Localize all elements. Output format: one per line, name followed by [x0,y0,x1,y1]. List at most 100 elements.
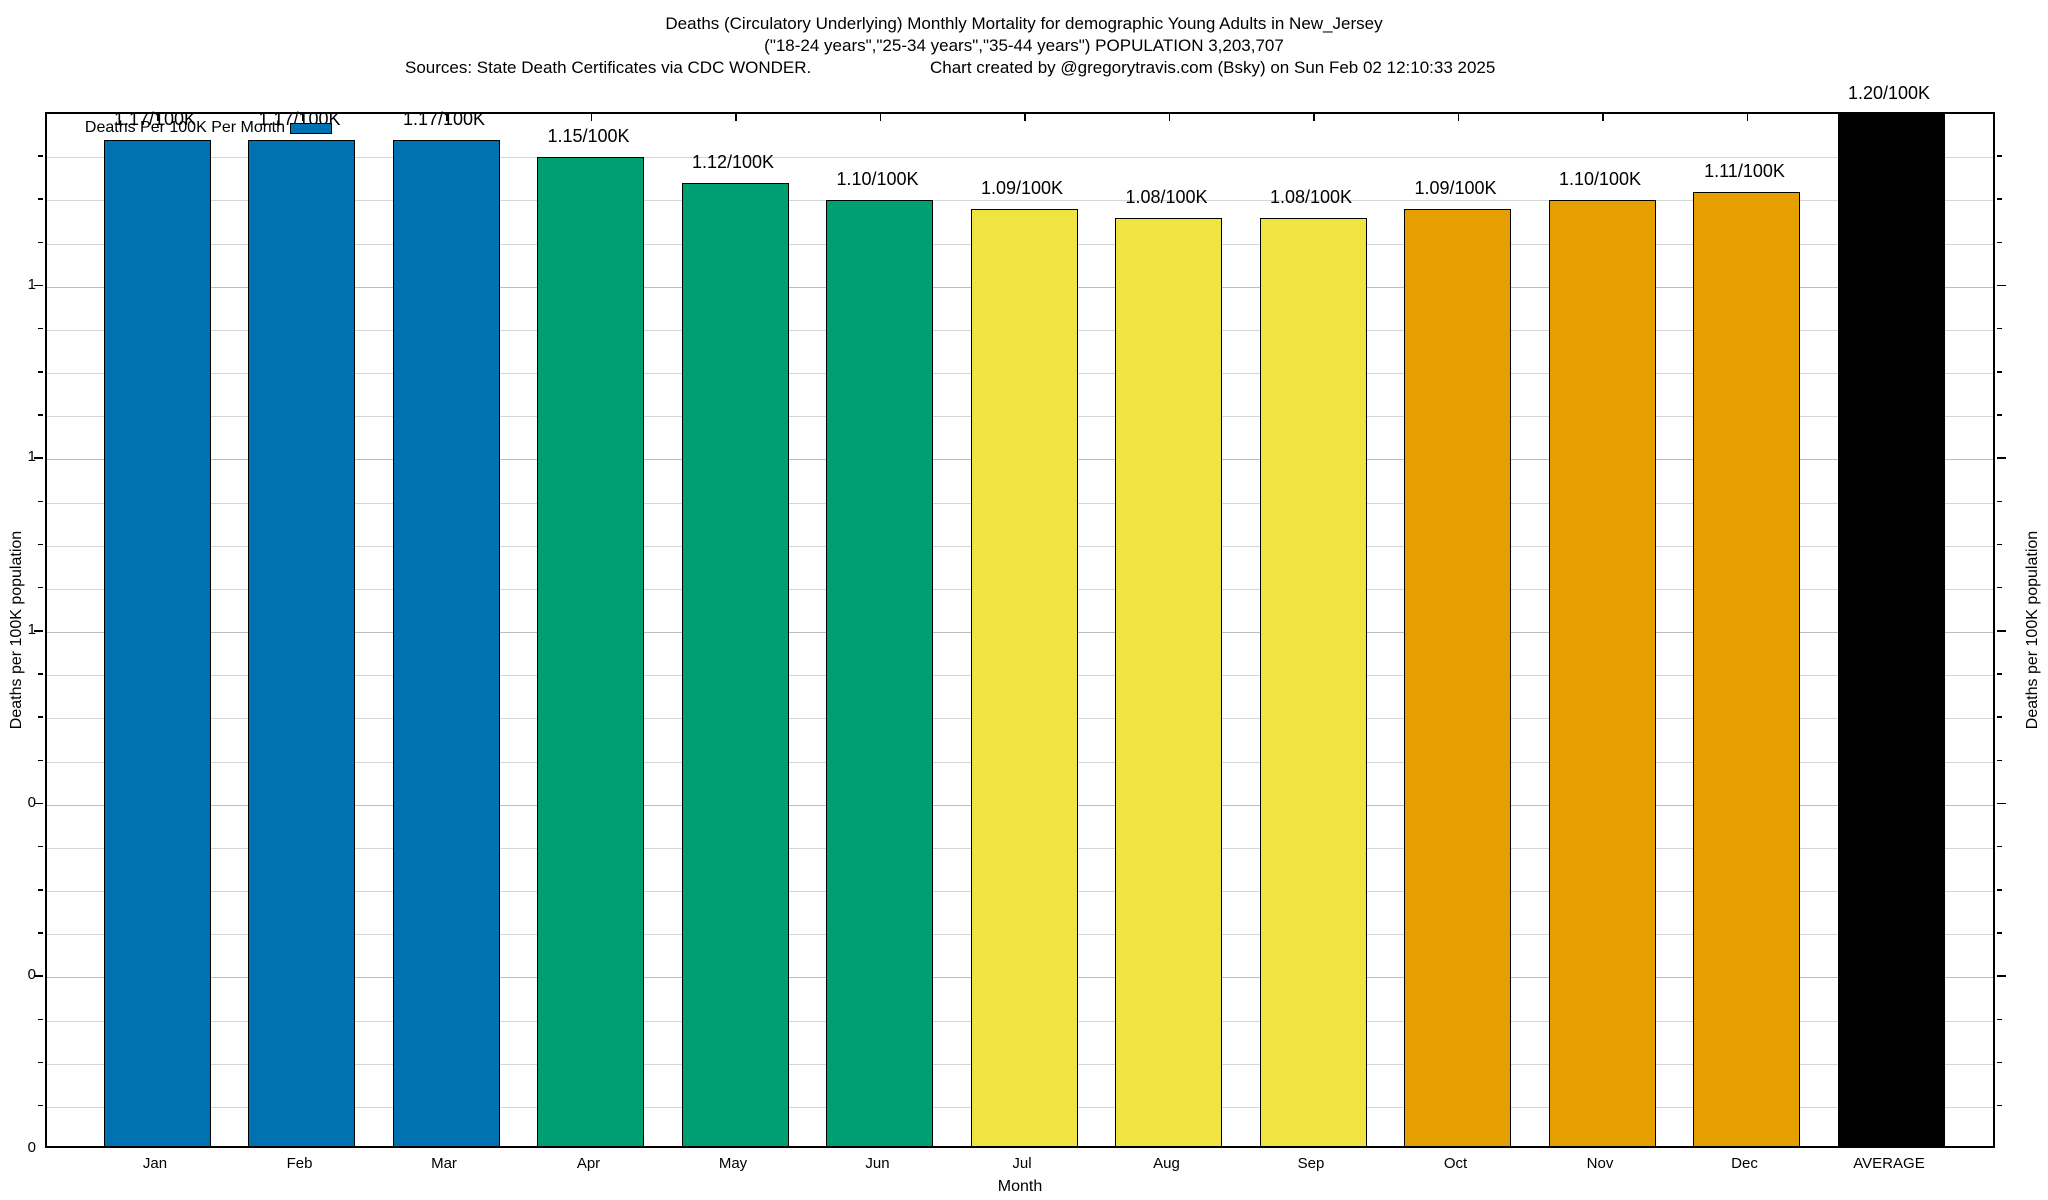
y-tick-mark [1997,845,2002,848]
y-tick-mark [1997,457,2006,459]
bar-value-label: 1.09/100K [1414,178,1497,198]
y-tick-mark [1997,673,2002,675]
y-tick-mark [38,716,43,718]
bar-value-label: 1.08/100K [1125,186,1208,207]
y-tick-mark [1997,371,2002,373]
y-tick-mark [38,1104,43,1107]
y-tick-mark [38,414,43,416]
y-tick-mark [38,500,43,502]
y-tick-mark [34,284,43,287]
x-tick-label: May [718,1155,748,1172]
y-tick-label: 0 [27,1139,36,1156]
x-tick-label: Apr [576,1155,601,1172]
legend-label: Deaths Per 100K Per Month [84,119,285,136]
bar-value-label: 1.17/100K [113,108,197,129]
x-tick-mark-top [1746,114,1748,121]
bar-value-label: 1.08/100K [1269,186,1353,207]
y-tick-mark [34,975,43,977]
y-axis-label-left: Deaths per 100K population [8,530,25,730]
x-tick-mark-top [1457,114,1459,121]
y-tick-mark [1997,630,2006,632]
y-tick-mark [1997,586,2002,589]
x-tick-label: Aug [1153,1155,1180,1172]
y-tick-label: 0 [27,793,36,811]
x-tick-label: Jan [142,1155,168,1172]
bar-dec [1693,191,1800,1146]
bar-value-label: 1.12/100K [691,152,775,173]
bar-feb [248,139,355,1146]
bar-value-label: 1.11/100K [1704,160,1785,181]
y-tick-label: 1 [27,448,36,466]
y-tick-mark [38,198,43,200]
y-tick-mark [1997,198,2002,200]
x-tick-mark-top [1313,114,1315,121]
y-tick-mark [1997,1018,2002,1020]
x-tick-mark-top [1168,114,1170,121]
bar-apr [537,157,644,1146]
bar-jun [826,200,933,1146]
y-tick-mark [1997,284,2006,287]
chart-title-line2: ("18-24 years","25-34 years","35-44 year… [764,36,1284,55]
bar-value-label: 1.10/100K [836,169,919,190]
y-tick-mark [38,543,43,546]
bar-average [1837,114,1945,1146]
x-tick-label: AVERAGE [1853,1155,1925,1172]
x-tick-mark-top [1602,114,1604,121]
y-tick-mark [1997,975,2006,977]
bar-aug [1115,217,1222,1146]
bar-sep [1259,217,1367,1146]
x-tick-label: Dec [1731,1155,1758,1172]
y-tick-mark [34,802,43,805]
y-tick-mark [38,327,43,330]
legend-swatch-icon [290,123,332,134]
y-tick-mark [1997,1104,2002,1107]
y-tick-mark [38,586,43,589]
plot-canvas [47,114,1993,1146]
y-tick-mark [1997,327,2002,330]
x-tick-label: Jul [1012,1155,1032,1172]
bar-nov [1548,200,1656,1146]
credit-note: Chart created by @gregorytravis.com (Bsk… [930,58,1496,77]
minor-gridline [47,157,1993,159]
x-axis-label: Month [997,1178,1043,1195]
y-tick-label: 0 [27,966,36,984]
y-tick-mark [38,889,43,891]
y-tick-mark [34,630,43,632]
bar-jul [970,209,1078,1146]
y-tick-mark [38,759,43,761]
bar-value-label: 1.17/100K [402,108,486,129]
y-tick-mark [38,932,43,934]
x-tick-label: Mar [431,1155,457,1172]
x-tick-mark-top [157,114,159,121]
y-tick-mark [1997,759,2002,761]
y-tick-mark [34,457,43,459]
x-tick-mark-top [1024,114,1026,121]
x-tick-mark-top [1891,114,1893,121]
x-tick-mark-top [446,114,448,121]
y-tick-mark [38,673,43,675]
bar-may [681,183,789,1146]
x-tick-mark-top [879,114,881,121]
bar-jan [103,139,211,1146]
x-tick-label: Sep [1297,1155,1325,1172]
y-tick-mark [1997,500,2002,502]
x-tick-mark-top [301,114,303,121]
minor-gridline [47,200,1993,202]
x-tick-label: Jun [865,1155,890,1172]
bar-oct [1404,209,1511,1146]
y-tick-mark [38,241,43,243]
y-tick-mark [1997,889,2002,891]
sources-note: Sources: State Death Certificates via CD… [405,58,812,77]
bar-value-label: 1.15/100K [547,126,630,147]
y-tick-mark [38,1018,43,1020]
bar-value-label: 1.09/100K [980,178,1064,198]
plot-area [45,112,1995,1148]
y-tick-mark [1997,414,2002,416]
y-tick-label: 1 [27,621,36,638]
bar-value-label: 1.10/100K [1558,169,1642,190]
y-tick-mark [1997,1061,2002,1064]
chart-title-line1: Deaths (Circulatory Underlying) Monthly … [665,14,1383,33]
bar-value-label: 1.20/100K [1847,83,1931,103]
y-tick-mark [1997,802,2006,805]
